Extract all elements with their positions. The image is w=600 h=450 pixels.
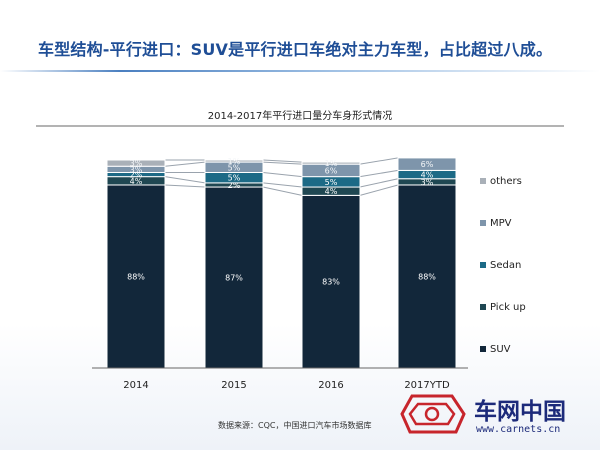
legend-swatch-pick-up [480, 304, 486, 310]
legend-swatch-suv [480, 346, 486, 352]
carnets-logo-icon [400, 394, 466, 434]
connector-line [262, 161, 303, 165]
data-label: 4% [325, 187, 338, 196]
data-label: 2% [130, 171, 143, 180]
data-label: 4% [421, 171, 434, 180]
data-label: 5% [325, 178, 338, 187]
x-tick-label: 2017YTD [404, 380, 450, 391]
data-label: 88% [127, 272, 145, 281]
connector-line [262, 182, 303, 188]
watermark-name: 车网中国 [474, 399, 566, 425]
connector-line [359, 184, 399, 196]
data-label: 2% [228, 181, 241, 190]
legend-label-others: others [490, 176, 522, 187]
legend-swatch-others [480, 178, 486, 184]
bar-segment-mpv-2017ytd [397, 157, 457, 171]
chart-title: 2014-2017年平行进口量分车身形式情况 [207, 111, 393, 122]
data-source-note: 数据来源：CQC，中国进口汽车市场数据库 [218, 421, 372, 430]
data-label: 88% [418, 272, 436, 281]
legend-swatch-mpv [480, 220, 486, 226]
chart-title-divider [36, 125, 564, 127]
bar-segment-suv-2014 [106, 184, 166, 369]
data-label: 87% [225, 274, 243, 283]
legend-label-mpv: MPV [490, 218, 512, 229]
legend-label-pick-up: Pick up [490, 302, 526, 313]
data-label: 3% [130, 159, 143, 168]
connector-line [262, 186, 303, 196]
data-label: 5% [228, 163, 241, 172]
data-label: 1% [325, 159, 338, 168]
x-tick-label: 2014 [123, 380, 148, 391]
bar-segment-suv-2015 [204, 186, 264, 369]
title-divider [0, 70, 600, 72]
connector-line [262, 159, 303, 163]
legend-swatch-sedan [480, 262, 486, 268]
data-label: 4% [130, 177, 143, 186]
data-label: 83% [322, 278, 340, 287]
x-tick-label: 2015 [221, 380, 246, 391]
legend-label-suv: SUV [490, 344, 511, 355]
connector-line [359, 178, 399, 188]
legend-label-sedan: Sedan [490, 260, 521, 271]
bar-segment-suv-2016 [301, 194, 361, 369]
watermark-url: www.carnets.cn [476, 424, 561, 435]
x-tick-label: 2016 [318, 380, 343, 391]
data-label: 6% [421, 160, 434, 169]
connector-line [164, 161, 206, 167]
page-title: 车型结构-平行进口：SUV是平行进口车绝对主力车型，占比超过八成。 [38, 40, 553, 59]
data-label: 3% [421, 178, 434, 187]
bar-segment-others-2015 [204, 159, 264, 163]
bar-segment-others-2016 [301, 161, 361, 165]
bar-segment-others-2014 [106, 159, 166, 167]
data-label: 6% [325, 166, 338, 175]
data-label: 3% [130, 165, 143, 174]
data-label: 1% [228, 157, 241, 166]
connector-line [359, 169, 399, 178]
connector-line [164, 184, 206, 188]
connector-line [164, 176, 206, 184]
connector-line [262, 171, 303, 178]
connector-line [359, 157, 399, 165]
data-label: 5% [228, 174, 241, 183]
